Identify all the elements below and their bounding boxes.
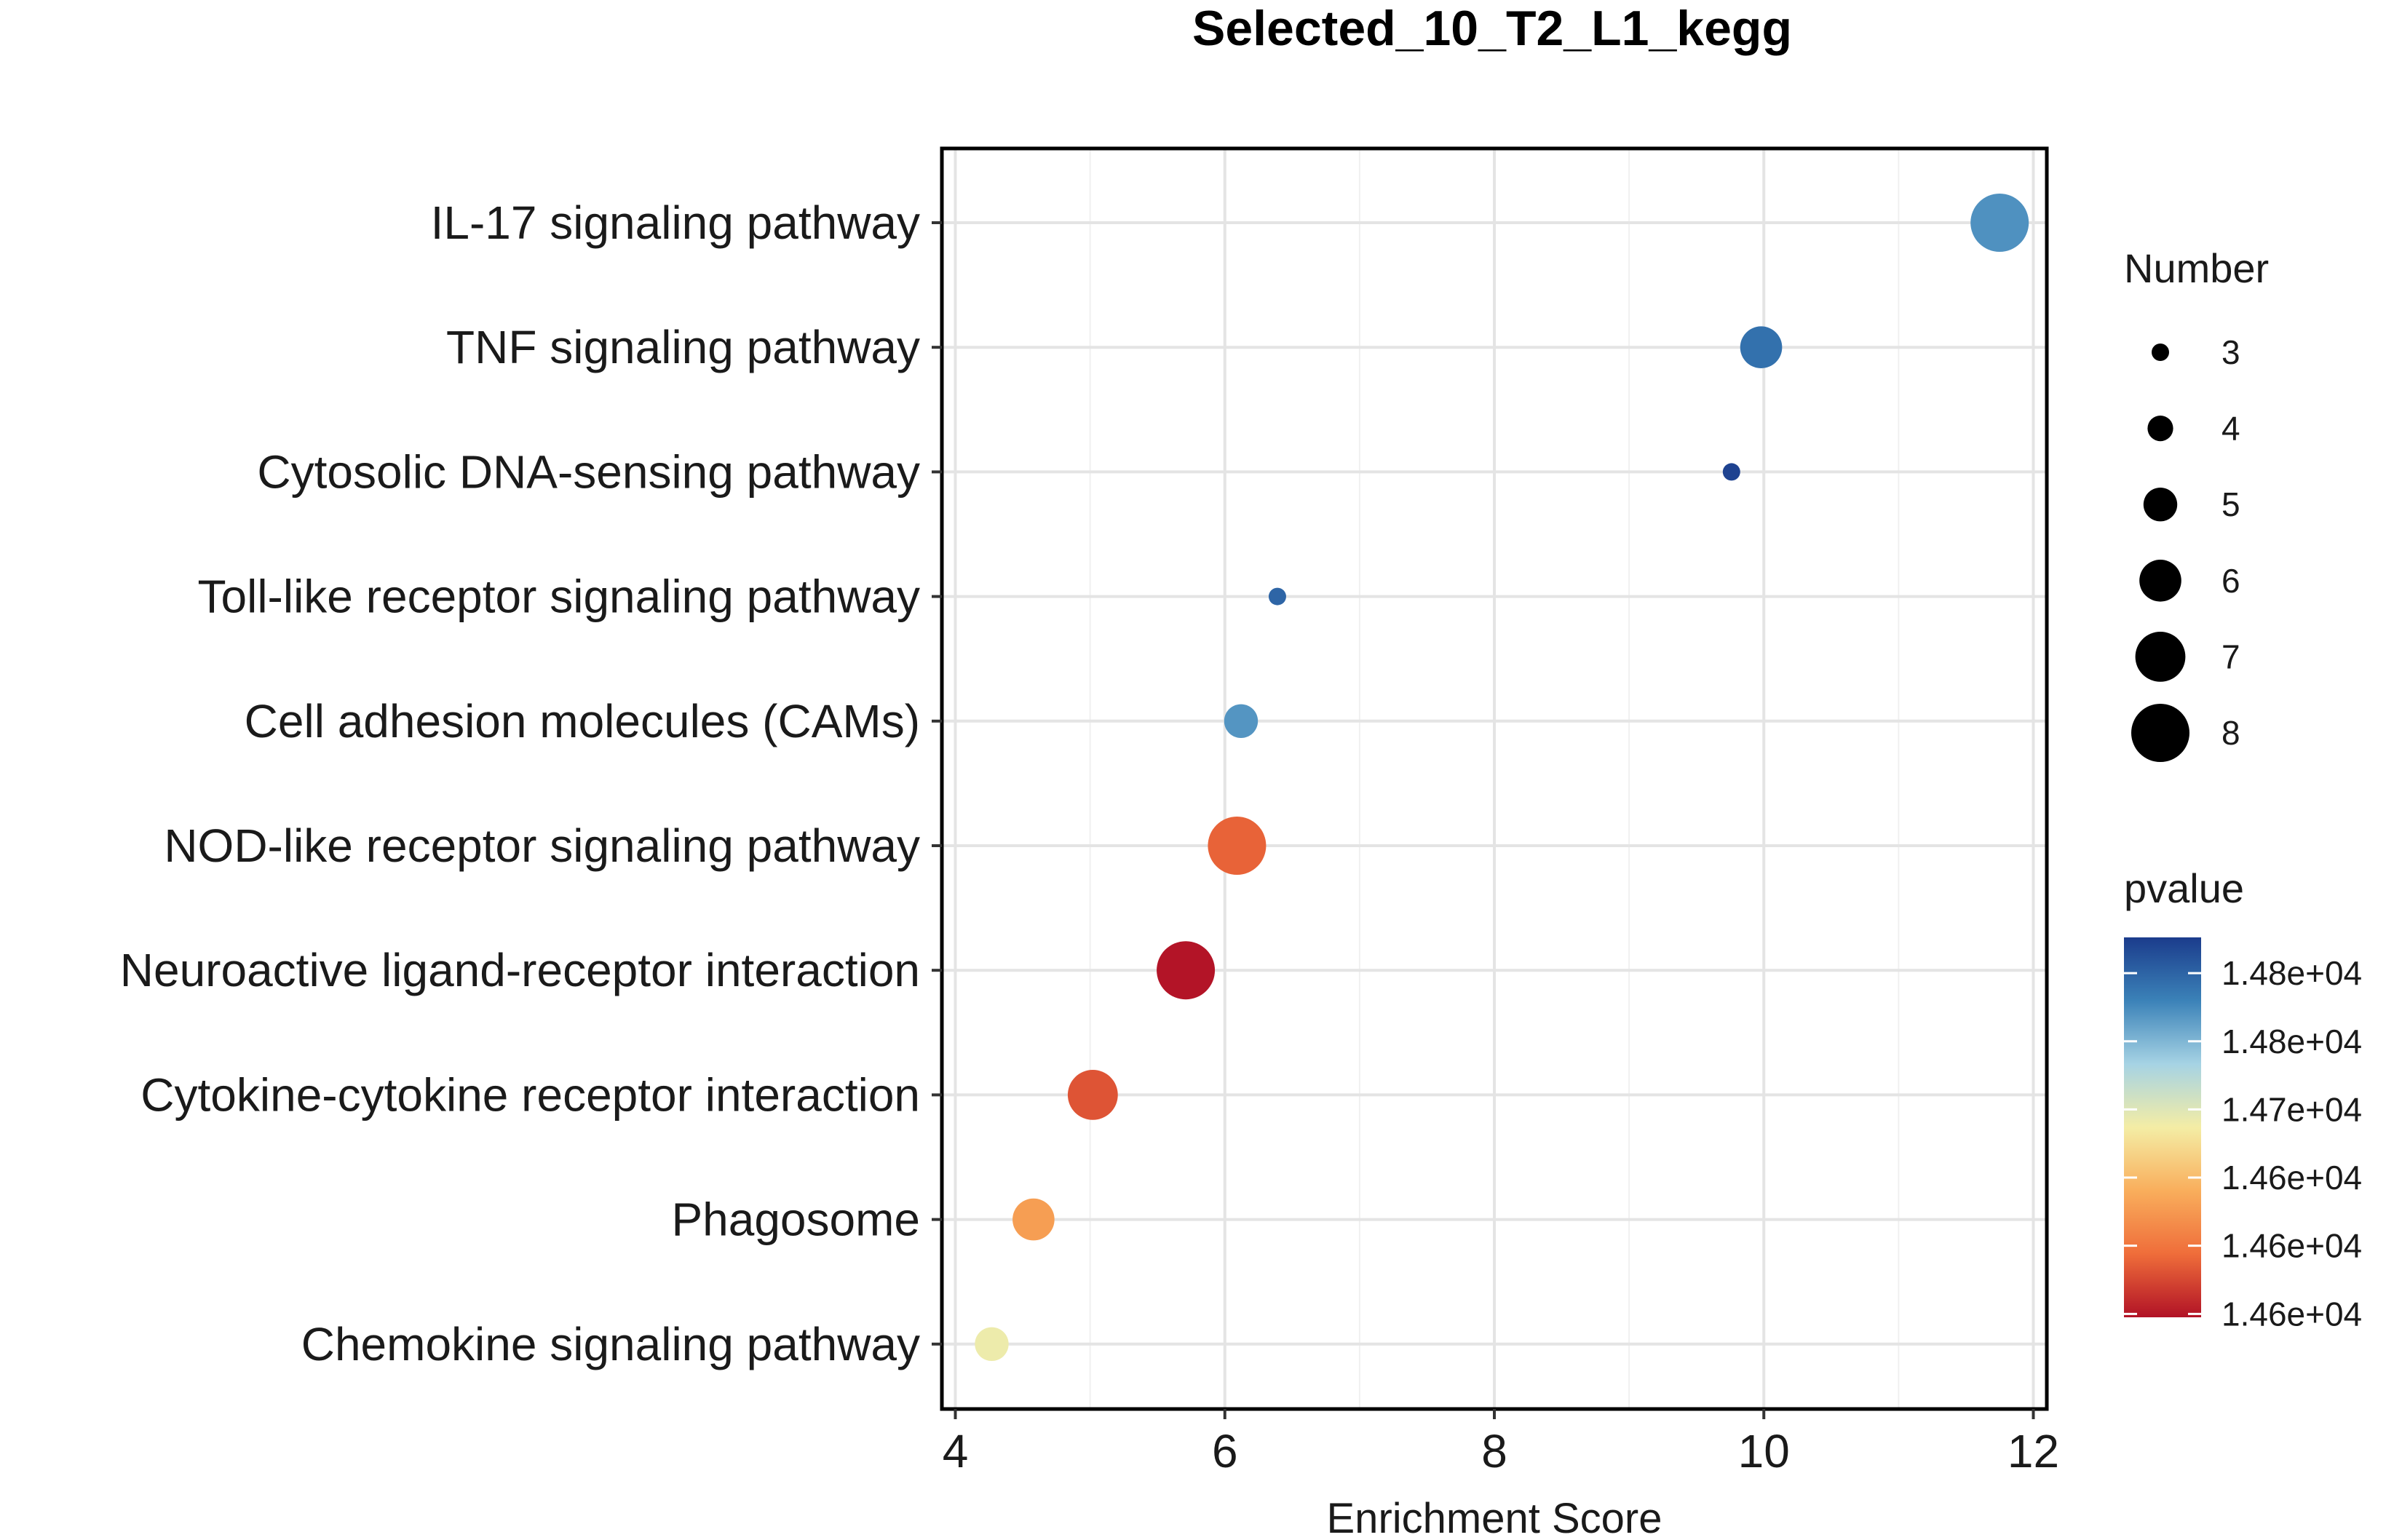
y-ticks xyxy=(932,221,942,1346)
y-tick-label: Cytokine-cytokine receptor interaction xyxy=(140,1068,920,1121)
y-tick-label: Chemokine signaling pathway xyxy=(301,1318,920,1370)
data-points xyxy=(975,194,2029,1362)
grid-layer xyxy=(942,148,2047,1409)
y-tick-label: Cell adhesion molecules (CAMs) xyxy=(245,695,920,747)
data-point xyxy=(1012,1198,1055,1241)
colorbar-label: 1.46e+04 xyxy=(2221,1227,2362,1265)
colorbar-label: 1.46e+04 xyxy=(2221,1159,2362,1196)
x-ticks xyxy=(954,1409,2035,1419)
size-legend-dot xyxy=(2147,416,2173,442)
size-legend-label: 4 xyxy=(2221,410,2240,448)
color-legend: pvalue 1.48e+04 1.48e+04 1.47e+04 1.46e+04 1… xyxy=(2124,865,2362,1333)
color-legend-title: pvalue xyxy=(2124,865,2244,911)
size-legend-label: 8 xyxy=(2221,714,2240,752)
data-point xyxy=(1722,463,1740,481)
x-tick-label: 12 xyxy=(2008,1425,2059,1477)
colorbar-label: 1.48e+04 xyxy=(2221,1023,2362,1060)
y-tick-label: Neuroactive ligand-receptor interaction xyxy=(120,944,920,996)
size-legend-dot xyxy=(2131,704,2189,762)
y-tick-label: IL-17 signaling pathway xyxy=(431,197,920,249)
x-tick-label: 4 xyxy=(943,1425,969,1477)
data-point xyxy=(1268,587,1286,606)
y-tick-label: TNF signaling pathway xyxy=(446,321,920,373)
x-axis-title: Enrichment Score xyxy=(1327,1495,1662,1540)
size-legend-label: 6 xyxy=(2221,562,2240,600)
data-point xyxy=(1157,941,1216,1000)
colorbar-label: 1.47e+04 xyxy=(2221,1090,2362,1128)
x-axis-labels: 4 6 8 10 12 xyxy=(943,1425,2059,1477)
data-point xyxy=(1224,704,1259,738)
colorbar-label: 1.48e+04 xyxy=(2221,954,2362,992)
y-axis-labels: IL-17 signaling pathway TNF signaling pat… xyxy=(120,197,920,1370)
chart-title: Selected_10_T2_L1_kegg xyxy=(1192,1,1792,56)
size-legend-label: 5 xyxy=(2221,485,2240,523)
y-tick-label: Phagosome xyxy=(671,1194,920,1246)
y-tick-label: Toll-like receptor signaling pathway xyxy=(198,571,921,623)
size-legend-title: Number xyxy=(2124,245,2269,291)
y-tick-label: Cytosolic DNA-sensing pathway xyxy=(257,445,920,498)
size-legend-dot xyxy=(2139,560,2181,602)
data-point xyxy=(1067,1070,1118,1120)
data-point xyxy=(1208,817,1267,875)
x-tick-label: 6 xyxy=(1212,1425,1238,1477)
data-point xyxy=(1740,326,1783,369)
size-legend: Number 3 4 5 6 7 8 xyxy=(2124,245,2269,762)
size-legend-dot xyxy=(2152,344,2169,361)
data-point xyxy=(975,1327,1009,1362)
size-legend-label: 3 xyxy=(2221,333,2240,371)
data-point xyxy=(1970,194,2029,252)
colorbar-label: 1.46e+04 xyxy=(2221,1295,2362,1333)
pvalue-colorbar xyxy=(2124,937,2201,1317)
size-legend-dot xyxy=(2135,632,2186,682)
size-legend-dot xyxy=(2143,488,2178,522)
x-tick-label: 10 xyxy=(1738,1425,1790,1477)
size-legend-label: 7 xyxy=(2221,638,2240,675)
y-tick-label: NOD-like receptor signaling pathway xyxy=(164,819,920,872)
x-tick-label: 8 xyxy=(1481,1425,1507,1477)
